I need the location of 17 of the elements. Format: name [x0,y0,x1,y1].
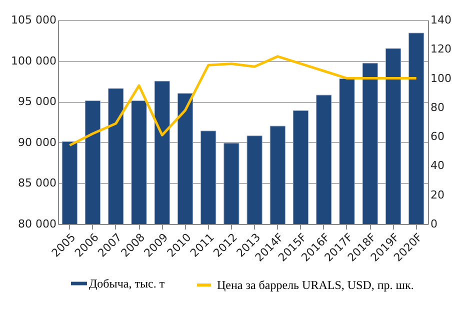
y-tick-label: 100 000 [11,54,56,68]
y-tick-label: 85 000 [18,176,56,190]
y2-tick-label: 140 [430,14,452,26]
y-tick-label: 95 000 [18,95,56,108]
legend-label: Цена за баррель URALS, USD, пр. шк. [217,278,414,292]
y2-tick-label: 80 [430,100,444,114]
y-tick-label: 90 000 [18,136,56,149]
y2-tick-label: 0 [430,218,438,230]
y2-tick-label: 60 [430,130,444,144]
y2-tick-label: 100 [430,72,452,85]
y2-tick-label: 20 [430,188,444,202]
y2-tick-label: 120 [430,42,452,56]
y2-tick-label: 40 [430,159,444,172]
legend-label: Добыча, тыс. т [89,276,166,290]
y-tick-label: 105 000 [11,14,56,26]
line-series [68,55,418,147]
y-tick-label: 80 000 [18,218,56,230]
